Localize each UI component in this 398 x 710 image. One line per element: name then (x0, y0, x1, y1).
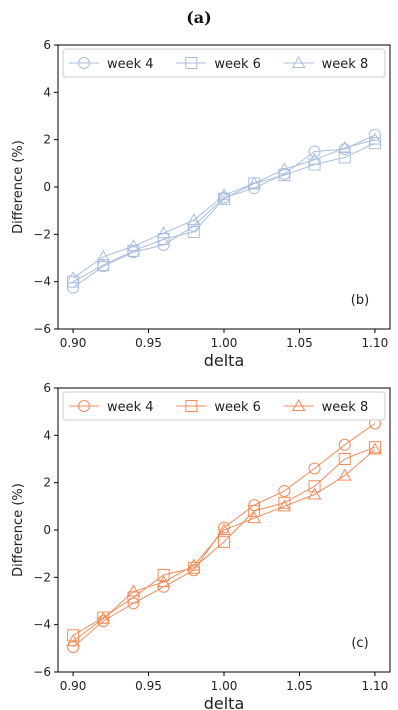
data-point-week-8 (277, 162, 292, 175)
data-point-week-6 (157, 568, 170, 581)
data-point-week-6 (187, 561, 200, 574)
x-tick-label: 1.10 (362, 336, 389, 350)
legend-marker (78, 400, 90, 412)
y-tick-label: −2 (33, 570, 51, 584)
legend-marker (291, 398, 306, 411)
data-point-week-8 (368, 442, 382, 455)
legend-entry-label: week 8 (322, 400, 369, 415)
data-point-week-8 (96, 249, 111, 262)
data-point-week-6 (308, 480, 321, 493)
x-tick-label: 1.05 (286, 336, 313, 350)
x-tick-label: 1.00 (211, 336, 238, 350)
x-tick-label: 1.10 (362, 679, 389, 693)
y-tick-label: 2 (43, 133, 51, 147)
y-tick-label: −2 (33, 227, 51, 241)
y-tick-label: 6 (43, 38, 51, 52)
legend-entry-label: week 4 (107, 400, 154, 415)
figure-title: (a) (186, 8, 212, 27)
data-point-week-8 (156, 226, 171, 239)
x-axis-label: delta (204, 694, 245, 710)
data-point-week-6 (368, 441, 381, 454)
data-point-week-8 (66, 271, 80, 284)
x-tick-label: 1.00 (211, 679, 238, 693)
y-tick-label: 6 (43, 381, 51, 395)
data-point-week-4 (278, 484, 291, 497)
data-point-week-8 (247, 511, 262, 524)
legend-marker (185, 57, 198, 69)
series-line-week-6 (72, 142, 376, 283)
data-point-week-8 (186, 213, 201, 226)
y-tick-label: 0 (43, 180, 51, 194)
legend-box (62, 48, 386, 78)
chart-panel-c: 0.90 0.95 1.00 1.05 1.10 −6 −4 −2 0 2 4 6 delta Diffe… (11, 381, 391, 710)
data-point-week-4 (338, 438, 351, 451)
x-tick-label: 0.95 (135, 336, 162, 350)
data-point-week-4 (67, 641, 80, 654)
data-point-week-4 (368, 128, 381, 141)
data-point-week-4 (308, 145, 321, 158)
x-tick-label: 0.90 (60, 336, 87, 350)
data-point-week-8 (337, 140, 352, 153)
data-point-week-6 (248, 505, 261, 518)
legend-entry-label: week 6 (214, 400, 261, 415)
series-line-week-4 (72, 423, 376, 648)
chart-panel-b: 0.90 0.95 1.00 1.05 1.10 −6 −4 −2 0 2 4 6 delta Diffe… (11, 38, 391, 367)
data-point-week-8 (217, 522, 231, 535)
panel-label: (c) (351, 636, 368, 651)
legend-entry-label: week 6 (214, 57, 261, 72)
data-point-week-6 (278, 496, 291, 509)
x-axis-label: delta (204, 351, 245, 367)
legend-entry-label: week 8 (322, 57, 369, 72)
series-line-week-8 (72, 139, 376, 279)
data-point-week-6 (338, 151, 351, 164)
data-point-week-6 (187, 225, 200, 238)
data-point-week-8 (277, 499, 292, 512)
series-line-week-8 (72, 449, 376, 642)
data-point-week-8 (66, 634, 80, 647)
data-point-week-6 (97, 259, 110, 272)
y-axis-label: Difference (%) (11, 483, 26, 577)
data-point-week-8 (126, 584, 141, 597)
y-tick-label: 4 (43, 85, 51, 99)
data-point-week-8 (96, 611, 111, 624)
data-point-week-8 (217, 188, 231, 201)
data-point-week-8 (156, 575, 171, 588)
legend-marker (78, 57, 90, 69)
data-point-week-8 (307, 487, 322, 500)
data-point-week-6 (218, 535, 230, 548)
x-tick-label: 0.95 (135, 679, 162, 693)
plot-frame (57, 44, 391, 330)
y-tick-label: −4 (33, 618, 51, 632)
panel-label: (b) (351, 293, 369, 308)
data-point-week-4 (338, 143, 351, 156)
series-line-week-6 (72, 446, 376, 636)
y-tick-label: 4 (43, 428, 51, 442)
y-tick-label: 0 (43, 523, 51, 537)
data-point-week-8 (126, 239, 141, 252)
series-line-week-4 (72, 134, 376, 288)
data-point-week-6 (338, 453, 351, 465)
y-tick-label: −6 (33, 665, 51, 679)
data-point-week-4 (308, 462, 321, 475)
legend-entry-label: week 4 (107, 57, 154, 72)
y-tick-label: 2 (43, 476, 51, 490)
data-point-week-8 (247, 176, 262, 189)
data-point-week-8 (186, 558, 201, 571)
x-tick-label: 1.05 (286, 679, 313, 693)
y-tick-label: −6 (33, 322, 51, 336)
data-point-week-8 (337, 468, 352, 481)
y-tick-label: −4 (33, 275, 51, 289)
x-tick-label: 0.90 (60, 679, 87, 693)
data-point-week-8 (368, 132, 382, 145)
legend-box (62, 391, 386, 421)
y-axis-label: Difference (%) (11, 140, 26, 234)
data-point-week-8 (307, 152, 322, 165)
legend-marker (185, 400, 198, 412)
legend-marker (291, 55, 306, 68)
